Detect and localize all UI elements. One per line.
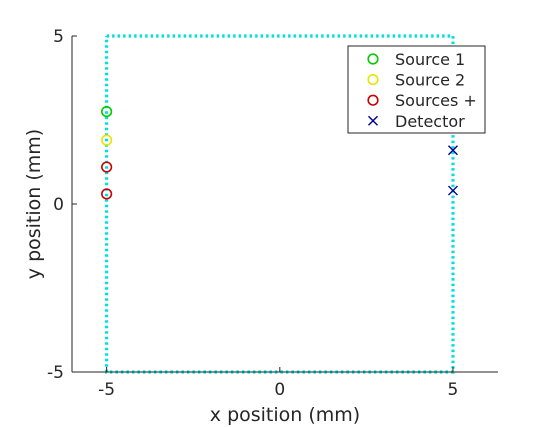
marker-stroke	[368, 115, 378, 126]
legend-label: Source 1	[395, 50, 465, 69]
legend-entry: Source 1	[367, 50, 465, 69]
x-tick-label: 5	[448, 380, 459, 400]
legend-label: Source 2	[395, 71, 465, 90]
data-point	[101, 188, 113, 200]
legend-marker	[367, 73, 379, 86]
x-tick-label: 0	[274, 380, 285, 400]
legend-marker	[367, 94, 379, 106]
marker-stroke	[447, 145, 458, 156]
data-point	[101, 105, 113, 118]
data-point	[447, 145, 458, 156]
x-axis-label: x position (mm)	[210, 404, 360, 426]
legend-entry: Source 2	[367, 71, 465, 90]
legend-entry: Sources +	[367, 91, 477, 110]
legend-label: Sources +	[395, 91, 477, 110]
legend-label: Detector	[395, 112, 465, 131]
marker-stroke	[447, 185, 458, 196]
data-point	[447, 185, 458, 196]
data-point	[101, 134, 113, 146]
legend-marker	[368, 115, 378, 126]
legend-entry: Detector	[368, 112, 465, 131]
x-tick-label: -5	[98, 380, 115, 400]
data-point	[101, 161, 113, 173]
y-tick-label: -5	[47, 363, 64, 383]
legend-marker	[367, 53, 379, 65]
y-tick-label: 5	[53, 27, 64, 47]
y-axis-label: y position (mm)	[23, 129, 45, 279]
y-tick-label: 0	[53, 195, 64, 215]
